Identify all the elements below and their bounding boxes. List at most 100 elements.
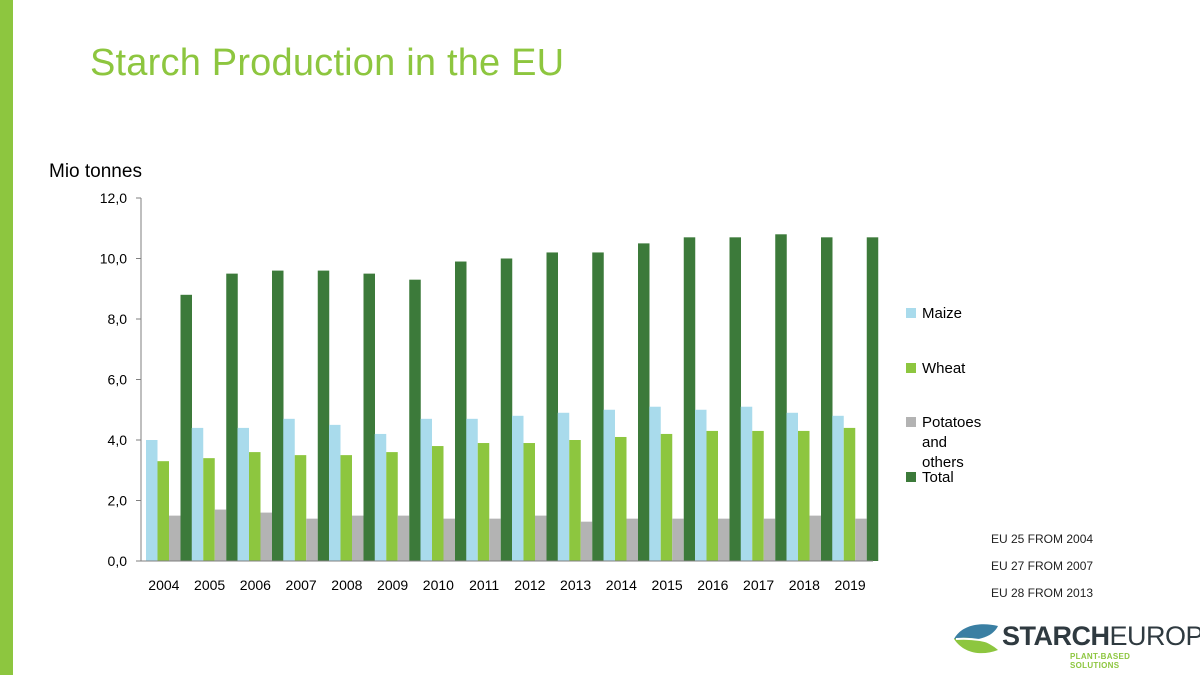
bar-potatoes-2019 [855, 518, 867, 561]
bar-potatoes-2008 [352, 515, 364, 561]
bar-maize-2005 [191, 427, 204, 561]
bar-total-2015 [683, 237, 696, 561]
x-tick-label: 2018 [789, 577, 820, 593]
legend-item-maize: Maize [906, 304, 962, 324]
legend-label-wheat: Wheat [922, 360, 966, 377]
bar-total-2017 [775, 234, 787, 562]
bar-potatoes-2014 [626, 518, 638, 561]
bar-potatoes-2013 [580, 521, 593, 561]
y-tick-label: 10,0 [100, 251, 127, 267]
bar-total-2006 [272, 270, 284, 561]
bar-total-2013 [592, 252, 604, 561]
bar-wheat-2016 [706, 430, 718, 561]
bar-potatoes-2018 [809, 515, 821, 561]
bar-total-2018 [821, 237, 833, 561]
bar-maize-2006 [237, 427, 249, 561]
legend-swatch-wheat [906, 363, 916, 373]
bar-total-2012 [546, 252, 558, 561]
legend-item-wheat: Wheat [906, 359, 965, 379]
bar-maize-2019 [832, 415, 844, 561]
x-tick-label: 2006 [240, 577, 271, 593]
leaf-logo-icon [954, 624, 998, 654]
logo-name-starch: STARCH [1002, 621, 1110, 651]
bar-wheat-2005 [203, 458, 215, 561]
x-tick-label: 2012 [514, 577, 545, 593]
y-tick-label: 2,0 [108, 493, 128, 509]
y-tick-label: 8,0 [108, 311, 128, 327]
starch-europe-logo: STARCHEUROPE PLANT-BASED SOLUTIONS [952, 620, 1200, 670]
x-tick-label: 2015 [652, 577, 683, 593]
bar-potatoes-2012 [535, 515, 547, 561]
bar-wheat-2007 [294, 455, 307, 561]
bar-total-2007 [317, 270, 330, 561]
x-tick-label: 2013 [560, 577, 591, 593]
bar-maize-2014 [603, 409, 615, 561]
note-eu28: EU 28 FROM 2013 [991, 586, 1094, 600]
bar-potatoes-2011 [489, 518, 501, 561]
legend-swatch-potatoes [906, 417, 916, 427]
logo-wordmark: STARCHEUROPE [1002, 621, 1200, 652]
legend-label-potatoes: Potatoes and others [922, 414, 982, 471]
bar-maize-2009 [374, 433, 387, 561]
legend-swatch-total [906, 472, 916, 482]
bar-wheat-2010 [432, 446, 444, 561]
bar-total-2005 [226, 273, 238, 561]
bar-potatoes-2010 [443, 518, 455, 561]
logo-name-europe: EUROPE [1109, 621, 1200, 651]
legend-label-total: Total [922, 469, 954, 486]
bar-wheat-2014 [615, 436, 627, 561]
legend-item-total: Total [906, 468, 954, 488]
note-eu25: EU 25 FROM 2004 [991, 532, 1094, 546]
logo-tagline: PLANT-BASED SOLUTIONS [1070, 652, 1131, 670]
bar-potatoes-2017 [763, 518, 776, 561]
bar-maize-2007 [283, 418, 295, 561]
bar-potatoes-2015 [672, 518, 684, 561]
bar-wheat-2004 [157, 461, 169, 561]
legend-swatch-maize [906, 308, 916, 318]
bar-total-2008 [363, 273, 375, 561]
bar-total-2011 [500, 258, 513, 561]
x-tick-label: 2011 [469, 577, 499, 593]
x-tick-label: 2004 [148, 577, 179, 593]
x-tick-label: 2005 [194, 577, 225, 593]
bar-maize-2016 [695, 409, 707, 561]
legend-label-maize: Maize [922, 305, 963, 322]
bar-wheat-2013 [569, 440, 581, 561]
bar-maize-2011 [466, 418, 478, 561]
bar-potatoes-2005 [214, 509, 227, 561]
bar-total-2014 [638, 243, 650, 561]
accent-side-bar [0, 0, 13, 675]
bar-total-2004 [180, 294, 192, 561]
bar-maize-2015 [649, 406, 661, 561]
bar-maize-2010 [420, 418, 432, 561]
x-tick-label: 2017 [743, 577, 774, 593]
bar-potatoes-2006 [260, 512, 272, 561]
bar-total-2016 [729, 237, 741, 561]
y-tick-label: 4,0 [108, 432, 128, 448]
bar-wheat-2015 [660, 433, 673, 561]
bar-wheat-2012 [523, 443, 535, 561]
x-tick-label: 2007 [286, 577, 317, 593]
x-tick-label: 2016 [697, 577, 728, 593]
bar-maize-2004 [146, 440, 158, 561]
bar-wheat-2011 [477, 443, 490, 561]
membership-notes: EU 25 FROM 2004 EU 27 FROM 2007 EU 28 FR… [991, 531, 1093, 612]
bar-wheat-2008 [340, 455, 352, 561]
bar-maize-2013 [557, 412, 570, 561]
bar-potatoes-2016 [718, 518, 730, 561]
bar-wheat-2009 [386, 452, 398, 561]
bar-wheat-2019 [843, 427, 856, 561]
bar-potatoes-2004 [169, 515, 181, 561]
bar-wheat-2017 [752, 430, 764, 561]
bar-maize-2018 [786, 412, 798, 561]
y-tick-label: 6,0 [108, 372, 128, 388]
bar-potatoes-2007 [306, 518, 318, 561]
bar-maize-2008 [329, 424, 341, 561]
bar-maize-2012 [512, 415, 524, 561]
y-tick-label: 12,0 [100, 190, 127, 206]
note-eu27: EU 27 FROM 2007 [991, 559, 1094, 573]
slide-title: Starch Production in the EU [90, 42, 565, 84]
bar-maize-2017 [740, 406, 753, 561]
x-tick-label: 2019 [835, 577, 866, 593]
